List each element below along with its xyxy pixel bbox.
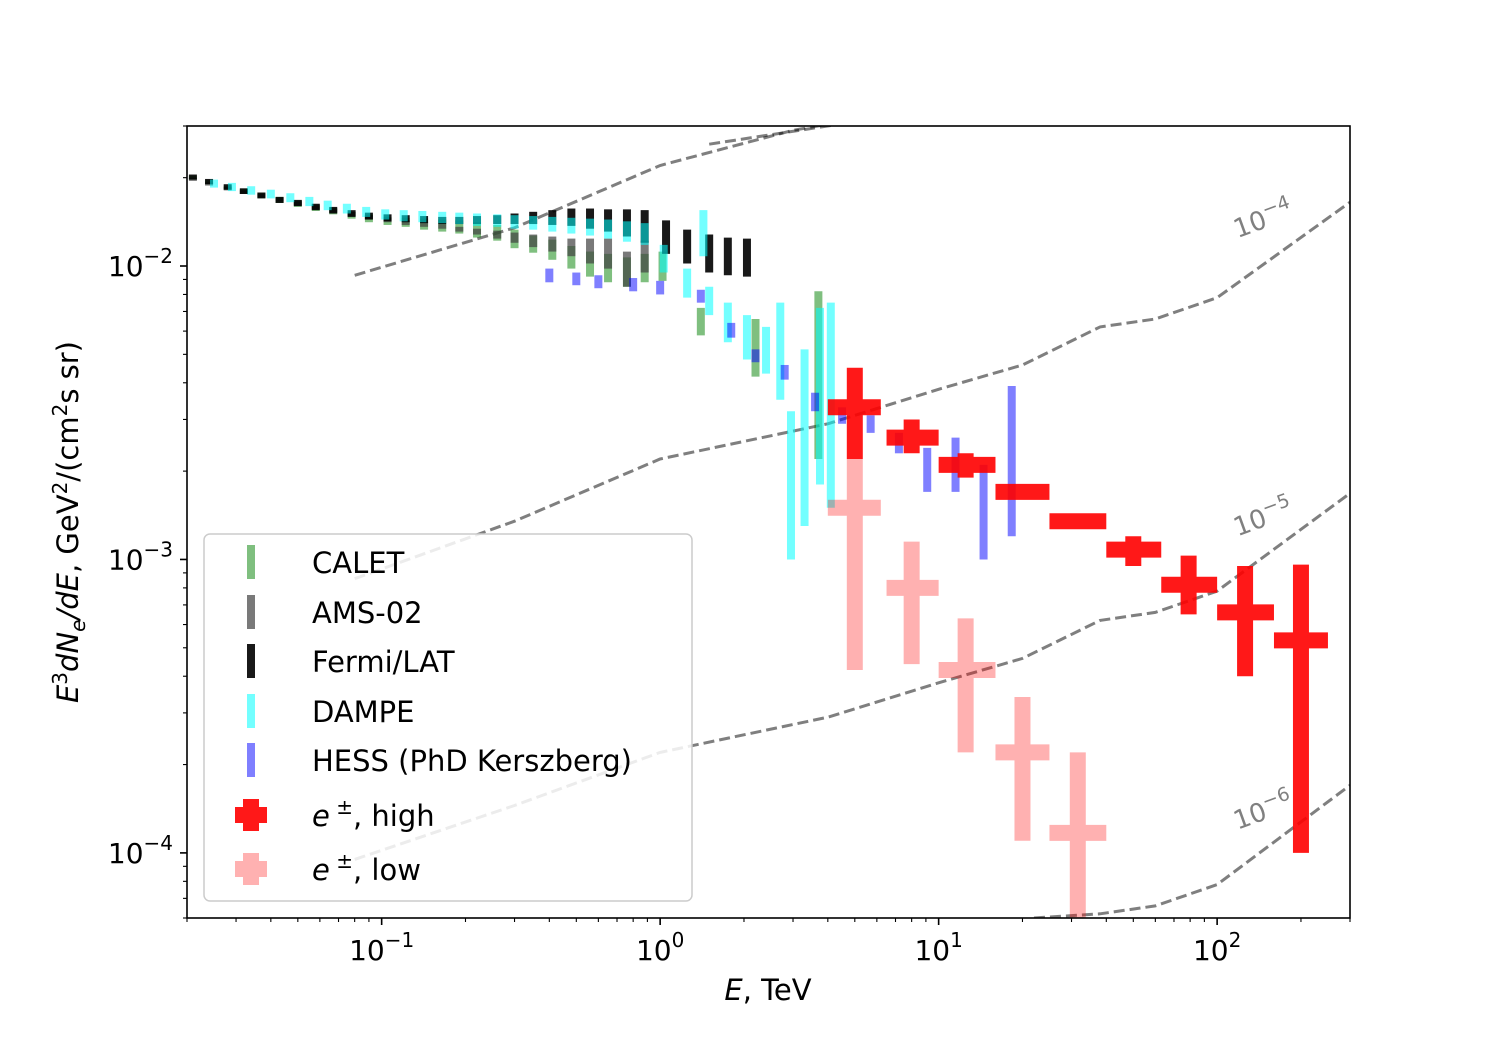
legend-label: DAMPE [312, 695, 415, 729]
plot-frame [186, 125, 1351, 919]
y-tick-label: 10−4 [108, 831, 173, 870]
series-epm-high [827, 367, 1328, 853]
legend-label: HESS (PhD Kerszberg) [312, 744, 632, 778]
contour-line [354, 126, 827, 277]
contour-line [708, 126, 838, 146]
legend-item-dampe: DAMPE [247, 694, 415, 729]
legend-frame [203, 533, 693, 902]
x-tick-label: 102 [1193, 928, 1241, 967]
legend-item-fermi-lat: Fermi/LAT [247, 644, 455, 679]
series-dampe [209, 179, 835, 560]
data-point [938, 618, 996, 753]
contour-line [1033, 784, 1350, 918]
data-point [938, 453, 996, 478]
data-point [1106, 536, 1162, 566]
x-axis-label: E, TeV [724, 973, 811, 1007]
legend-label: e ±, low [312, 849, 421, 887]
legend: CALET AMS-02 Fermi/LAT DAMPE HESS (PhD Kersz… [203, 533, 693, 902]
legend-marker [235, 853, 267, 885]
data-point [827, 458, 881, 671]
y-tick-label: 10−3 [108, 537, 173, 576]
legend-label: Fermi/LAT [312, 645, 455, 679]
x-tick-label: 10−1 [349, 928, 414, 967]
data-point [1049, 513, 1107, 530]
data-point [827, 367, 881, 459]
y-axis-label: E3dNe/dE, GeV2/(cm2s sr) [48, 341, 90, 703]
legend-item-epm-high: e ±, high [235, 795, 435, 833]
data-point [995, 696, 1050, 841]
contour-line [354, 200, 1350, 581]
data-point [1217, 565, 1274, 677]
axis-ticks: 10−1 100 101 102 10−4 10−3 10−2 [108, 125, 1351, 967]
legend-label: CALET [312, 546, 405, 580]
y-tick-label: 10−2 [108, 244, 173, 283]
legend-item-calet: CALET [247, 545, 405, 580]
legend-label: e ±, high [312, 795, 435, 833]
data-point [995, 483, 1050, 500]
legend-item-epm-low: e ±, low [235, 849, 421, 887]
legend-marker [235, 799, 267, 831]
legend-item-hess-phd-kerszberg: HESS (PhD Kerszberg) [247, 743, 632, 778]
data-point [1049, 752, 1107, 918]
data-series [188, 174, 1328, 918]
data-point [886, 541, 939, 665]
x-tick-label: 101 [914, 928, 962, 967]
legend-item-ams-02: AMS-02 [247, 595, 423, 630]
series-epm-low [827, 458, 1107, 918]
data-point [1273, 564, 1328, 853]
x-tick-label: 100 [636, 928, 684, 967]
data-point [886, 419, 939, 454]
data-point [1161, 555, 1218, 615]
legend-label: AMS-02 [312, 596, 423, 630]
